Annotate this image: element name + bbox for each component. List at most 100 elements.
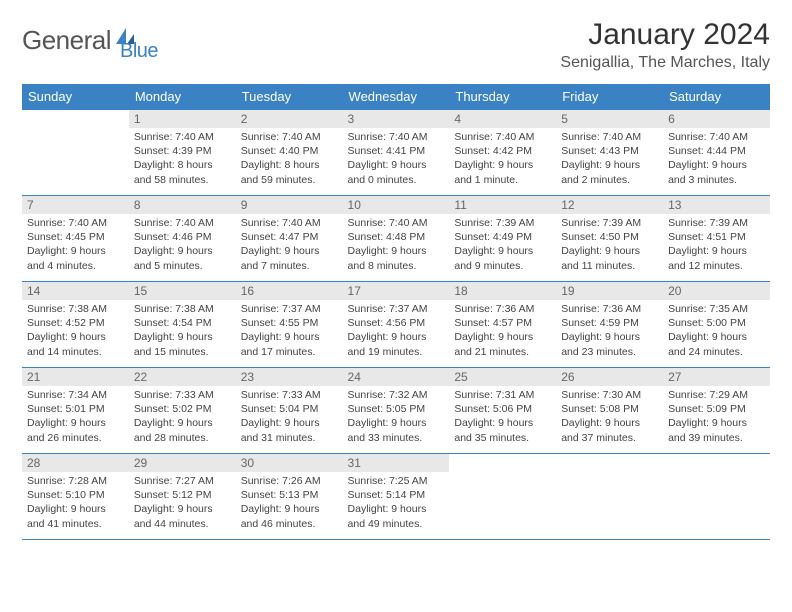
day-details: Sunrise: 7:30 AMSunset: 5:08 PMDaylight:… [556,386,663,449]
sunset-text: Sunset: 5:05 PM [348,402,445,416]
calendar-day-cell [556,454,663,540]
calendar-day-cell: 5Sunrise: 7:40 AMSunset: 4:43 PMDaylight… [556,110,663,196]
sunrise-text: Sunrise: 7:40 AM [241,130,338,144]
daylight-text: Daylight: 9 hours and 39 minutes. [668,416,765,444]
calendar-week-row: 1Sunrise: 7:40 AMSunset: 4:39 PMDaylight… [22,110,770,196]
sunset-text: Sunset: 5:09 PM [668,402,765,416]
day-number: 28 [22,454,129,472]
sunset-text: Sunset: 4:57 PM [454,316,551,330]
sunrise-text: Sunrise: 7:37 AM [348,302,445,316]
calendar-week-row: 7Sunrise: 7:40 AMSunset: 4:45 PMDaylight… [22,196,770,282]
daylight-text: Daylight: 9 hours and 17 minutes. [241,330,338,358]
daylight-text: Daylight: 9 hours and 3 minutes. [668,158,765,186]
daylight-text: Daylight: 9 hours and 7 minutes. [241,244,338,272]
daylight-text: Daylight: 8 hours and 58 minutes. [134,158,231,186]
sunrise-text: Sunrise: 7:40 AM [134,130,231,144]
day-details: Sunrise: 7:26 AMSunset: 5:13 PMDaylight:… [236,472,343,535]
day-details: Sunrise: 7:36 AMSunset: 4:57 PMDaylight:… [449,300,556,363]
day-details: Sunrise: 7:37 AMSunset: 4:56 PMDaylight:… [343,300,450,363]
day-number: 22 [129,368,236,386]
calendar-day-cell: 4Sunrise: 7:40 AMSunset: 4:42 PMDaylight… [449,110,556,196]
calendar-day-cell [663,454,770,540]
sunset-text: Sunset: 4:44 PM [668,144,765,158]
day-header: Thursday [449,84,556,110]
sunrise-text: Sunrise: 7:34 AM [27,388,124,402]
calendar-day-cell: 27 Sunrise: 7:29 AMSunset: 5:09 PMDayligh… [663,368,770,454]
sunset-text: Sunset: 5:00 PM [668,316,765,330]
day-details: Sunrise: 7:40 AMSunset: 4:42 PMDaylight:… [449,128,556,191]
day-number: 4 [449,110,556,128]
sunrise-text: Sunrise: 7:39 AM [561,216,658,230]
day-number: 27 [663,368,770,386]
day-details: Sunrise: 7:34 AMSunset: 5:01 PMDaylight:… [22,386,129,449]
daylight-text: Daylight: 9 hours and 1 minute. [454,158,551,186]
day-details: Sunrise: 7:40 AMSunset: 4:45 PMDaylight:… [22,214,129,277]
sunrise-text: Sunrise: 7:40 AM [561,130,658,144]
sunset-text: Sunset: 4:52 PM [27,316,124,330]
title-block: January 2024 Senigallia, The Marches, It… [560,18,770,72]
header: General Blue January 2024 Senigallia, Th… [22,18,770,72]
calendar-body: 1Sunrise: 7:40 AMSunset: 4:39 PMDaylight… [22,110,770,540]
day-details: Sunrise: 7:33 AMSunset: 5:04 PMDaylight:… [236,386,343,449]
sunset-text: Sunset: 4:43 PM [561,144,658,158]
daylight-text: Daylight: 9 hours and 11 minutes. [561,244,658,272]
day-details: Sunrise: 7:39 AMSunset: 4:51 PMDaylight:… [663,214,770,277]
day-number: 23 [236,368,343,386]
calendar-day-cell: 22Sunrise: 7:33 AMSunset: 5:02 PMDayligh… [129,368,236,454]
daylight-text: Daylight: 9 hours and 9 minutes. [454,244,551,272]
daylight-text: Daylight: 9 hours and 23 minutes. [561,330,658,358]
day-number: 26 [556,368,663,386]
calendar-day-cell: 29Sunrise: 7:27 AMSunset: 5:12 PMDayligh… [129,454,236,540]
daylight-text: Daylight: 9 hours and 31 minutes. [241,416,338,444]
sunset-text: Sunset: 5:08 PM [561,402,658,416]
sunset-text: Sunset: 4:39 PM [134,144,231,158]
day-details: Sunrise: 7:39 AMSunset: 4:50 PMDaylight:… [556,214,663,277]
daylight-text: Daylight: 9 hours and 49 minutes. [348,502,445,530]
sunset-text: Sunset: 4:48 PM [348,230,445,244]
calendar-day-cell: 6Sunrise: 7:40 AMSunset: 4:44 PMDaylight… [663,110,770,196]
calendar-week-row: 21Sunrise: 7:34 AMSunset: 5:01 PMDayligh… [22,368,770,454]
daylight-text: Daylight: 9 hours and 24 minutes. [668,330,765,358]
sunset-text: Sunset: 4:46 PM [134,230,231,244]
day-number: 17 [343,282,450,300]
sunset-text: Sunset: 4:42 PM [454,144,551,158]
day-number: 12 [556,196,663,214]
day-header: Sunday [22,84,129,110]
sunset-text: Sunset: 4:59 PM [561,316,658,330]
calendar-day-cell [449,454,556,540]
day-details: Sunrise: 7:38 AMSunset: 4:52 PMDaylight:… [22,300,129,363]
sunrise-text: Sunrise: 7:32 AM [348,388,445,402]
sunrise-text: Sunrise: 7:40 AM [348,130,445,144]
calendar-day-cell: 30Sunrise: 7:26 AMSunset: 5:13 PMDayligh… [236,454,343,540]
day-number: 2 [236,110,343,128]
calendar-day-cell [22,110,129,196]
sunrise-text: Sunrise: 7:39 AM [454,216,551,230]
day-number: 25 [449,368,556,386]
month-title: January 2024 [560,18,770,52]
day-details: Sunrise: 7:27 AMSunset: 5:12 PMDaylight:… [129,472,236,535]
day-details: Sunrise: 7:40 AMSunset: 4:47 PMDaylight:… [236,214,343,277]
day-header: Monday [129,84,236,110]
calendar-day-cell: 20Sunrise: 7:35 AMSunset: 5:00 PMDayligh… [663,282,770,368]
calendar-day-cell: 10Sunrise: 7:40 AMSunset: 4:48 PMDayligh… [343,196,450,282]
calendar-day-cell: 28Sunrise: 7:28 AMSunset: 5:10 PMDayligh… [22,454,129,540]
day-number: 5 [556,110,663,128]
daylight-text: Daylight: 9 hours and 12 minutes. [668,244,765,272]
sunset-text: Sunset: 4:54 PM [134,316,231,330]
daylight-text: Daylight: 9 hours and 19 minutes. [348,330,445,358]
daylight-text: Daylight: 9 hours and 21 minutes. [454,330,551,358]
sunset-text: Sunset: 5:06 PM [454,402,551,416]
calendar-day-cell: 16Sunrise: 7:37 AMSunset: 4:55 PMDayligh… [236,282,343,368]
day-number: 8 [129,196,236,214]
sunrise-text: Sunrise: 7:33 AM [241,388,338,402]
calendar-week-row: 28Sunrise: 7:28 AMSunset: 5:10 PMDayligh… [22,454,770,540]
day-header: Friday [556,84,663,110]
day-number: 10 [343,196,450,214]
day-details: Sunrise: 7:32 AMSunset: 5:05 PMDaylight:… [343,386,450,449]
sunrise-text: Sunrise: 7:29 AM [668,388,765,402]
day-details: Sunrise: 7:35 AMSunset: 5:00 PMDaylight:… [663,300,770,363]
calendar-day-cell: 13Sunrise: 7:39 AMSunset: 4:51 PMDayligh… [663,196,770,282]
calendar-day-cell: 25Sunrise: 7:31 AMSunset: 5:06 PMDayligh… [449,368,556,454]
day-details: Sunrise: 7:38 AMSunset: 4:54 PMDaylight:… [129,300,236,363]
sunset-text: Sunset: 5:10 PM [27,488,124,502]
